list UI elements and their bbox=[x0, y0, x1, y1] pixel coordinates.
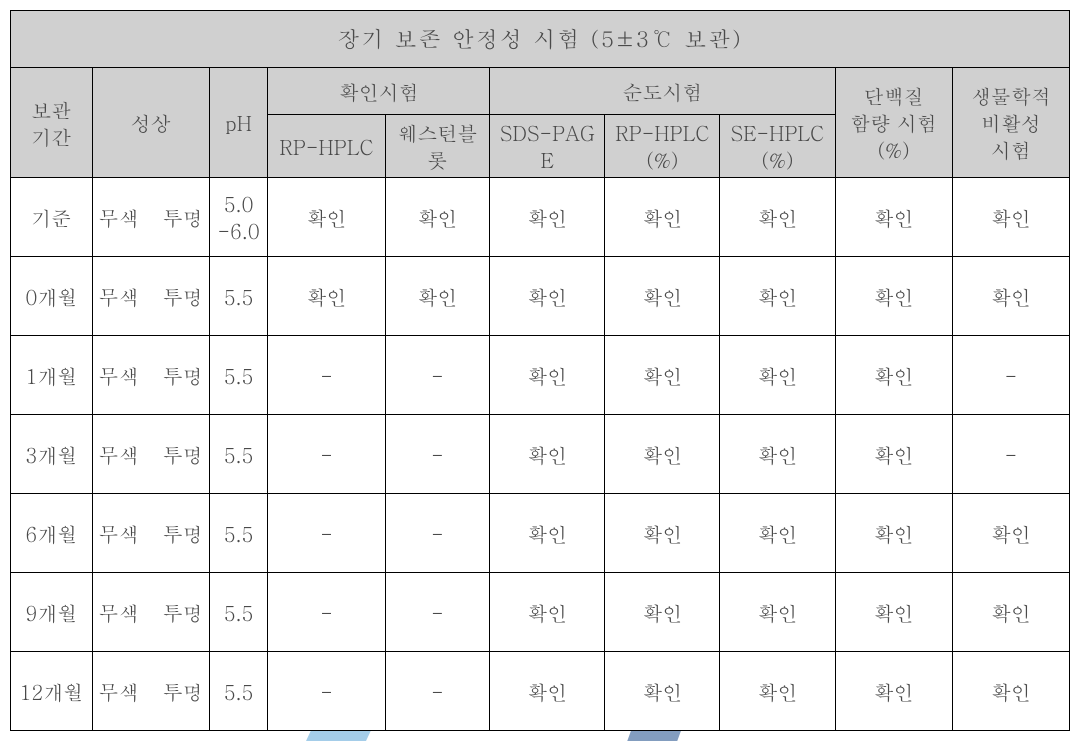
cell-appearance: 무색 투명 bbox=[92, 415, 209, 494]
cell-appearance: 무색 투명 bbox=[92, 178, 209, 257]
cell-value: 확인 bbox=[490, 415, 605, 494]
cell-value: 확인 bbox=[605, 652, 720, 731]
cell-period: 12개월 bbox=[11, 652, 93, 731]
cell-value: 확인 bbox=[605, 494, 720, 573]
cell-period: 0개월 bbox=[11, 257, 93, 336]
col-header-protein: 단백질함량 시험(%) bbox=[835, 68, 952, 178]
cell-period: 9개월 bbox=[11, 573, 93, 652]
cell-value: 확인 bbox=[490, 652, 605, 731]
cell-value: 확인 bbox=[952, 494, 1069, 573]
cell-appearance: 무색 투명 bbox=[92, 336, 209, 415]
cell-value: 확인 bbox=[490, 178, 605, 257]
col-header-period: 보관기간 bbox=[11, 68, 93, 178]
cell-value: 확인 bbox=[720, 415, 835, 494]
cell-value: 확인 bbox=[835, 178, 952, 257]
cell-value: - bbox=[385, 415, 490, 494]
cell-value: - bbox=[385, 336, 490, 415]
cell-value: 확인 bbox=[835, 415, 952, 494]
cell-value: - bbox=[268, 336, 385, 415]
cell-value: - bbox=[268, 494, 385, 573]
cell-ph: 5.5 bbox=[209, 415, 268, 494]
cell-value: 확인 bbox=[720, 257, 835, 336]
cell-appearance: 무색 투명 bbox=[92, 573, 209, 652]
cell-period: 6개월 bbox=[11, 494, 93, 573]
cell-value: 확인 bbox=[385, 178, 490, 257]
cell-value: 확인 bbox=[605, 573, 720, 652]
cell-ph: 5.0-6.0 bbox=[209, 178, 268, 257]
cell-appearance: 무색 투명 bbox=[92, 652, 209, 731]
table-title: 장기 보존 안정성 시험 (5±3℃ 보관) bbox=[11, 11, 1070, 68]
table-row: 3개월 무색 투명 5.5 - - 확인 확인 확인 확인 - bbox=[11, 415, 1070, 494]
cell-ph: 5.5 bbox=[209, 494, 268, 573]
cell-value: 확인 bbox=[490, 336, 605, 415]
col-header-confirm-sub: RP-HPLC bbox=[268, 115, 385, 178]
cell-value: 확인 bbox=[605, 336, 720, 415]
cell-value: 확인 bbox=[605, 178, 720, 257]
col-header-purity-group: 순도시험 bbox=[490, 68, 835, 115]
cell-appearance: 무색 투명 bbox=[92, 257, 209, 336]
col-header-confirm-group: 확인시험 bbox=[268, 68, 490, 115]
cell-ph: 5.5 bbox=[209, 257, 268, 336]
col-header-purity-sub: SE-HPLC(%) bbox=[720, 115, 835, 178]
cell-value: 확인 bbox=[835, 336, 952, 415]
cell-ph: 5.5 bbox=[209, 573, 268, 652]
col-header-bio: 생물학적비활성시험 bbox=[952, 68, 1069, 178]
cell-value: - bbox=[952, 336, 1069, 415]
table-row: 기준 무색 투명 5.0-6.0 확인 확인 확인 확인 확인 확인 확인 bbox=[11, 178, 1070, 257]
table-row: 1개월 무색 투명 5.5 - - 확인 확인 확인 확인 - bbox=[11, 336, 1070, 415]
col-header-ph: pH bbox=[209, 68, 268, 178]
cell-period: 1개월 bbox=[11, 336, 93, 415]
col-header-purity-sub: RP-HPLC(%) bbox=[605, 115, 720, 178]
cell-ph: 5.5 bbox=[209, 652, 268, 731]
cell-value: 확인 bbox=[490, 494, 605, 573]
cell-value: 확인 bbox=[268, 178, 385, 257]
cell-value: - bbox=[268, 415, 385, 494]
stability-table: 장기 보존 안정성 시험 (5±3℃ 보관) 보관기간 성상 pH 확인시험 순… bbox=[10, 10, 1070, 731]
cell-value: 확인 bbox=[605, 415, 720, 494]
cell-value: 확인 bbox=[720, 652, 835, 731]
cell-value: 확인 bbox=[490, 573, 605, 652]
cell-value: 확인 bbox=[835, 573, 952, 652]
cell-value: 확인 bbox=[952, 257, 1069, 336]
cell-value: 확인 bbox=[835, 494, 952, 573]
table-header: 장기 보존 안정성 시험 (5±3℃ 보관) 보관기간 성상 pH 확인시험 순… bbox=[11, 11, 1070, 178]
cell-value: - bbox=[385, 494, 490, 573]
cell-value: - bbox=[385, 652, 490, 731]
cell-period: 3개월 bbox=[11, 415, 93, 494]
cell-value: 확인 bbox=[952, 652, 1069, 731]
cell-value: 확인 bbox=[720, 178, 835, 257]
table-row: 9개월 무색 투명 5.5 - - 확인 확인 확인 확인 확인 bbox=[11, 573, 1070, 652]
col-header-confirm-sub: 웨스턴블롯 bbox=[385, 115, 490, 178]
cell-value: 확인 bbox=[835, 257, 952, 336]
cell-value: - bbox=[268, 652, 385, 731]
cell-value: - bbox=[268, 573, 385, 652]
cell-value: 확인 bbox=[720, 573, 835, 652]
table-row: 12개월 무색 투명 5.5 - - 확인 확인 확인 확인 확인 bbox=[11, 652, 1070, 731]
table-row: 6개월 무색 투명 5.5 - - 확인 확인 확인 확인 확인 bbox=[11, 494, 1070, 573]
table-row: 0개월 무색 투명 5.5 확인 확인 확인 확인 확인 확인 확인 bbox=[11, 257, 1070, 336]
cell-value: 확인 bbox=[720, 336, 835, 415]
col-header-purity-sub: SDS-PAGE bbox=[490, 115, 605, 178]
cell-value: 확인 bbox=[385, 257, 490, 336]
cell-ph: 5.5 bbox=[209, 336, 268, 415]
cell-appearance: 무색 투명 bbox=[92, 494, 209, 573]
cell-value: - bbox=[952, 415, 1069, 494]
table-body: 기준 무색 투명 5.0-6.0 확인 확인 확인 확인 확인 확인 확인 0개… bbox=[11, 178, 1070, 731]
cell-value: 확인 bbox=[490, 257, 605, 336]
cell-value: 확인 bbox=[268, 257, 385, 336]
cell-value: 확인 bbox=[720, 494, 835, 573]
cell-period: 기준 bbox=[11, 178, 93, 257]
table-container: KEIT KEIT KEIT KEIT KEIT 장기 보존 안정성 시험 (5… bbox=[10, 10, 1070, 731]
cell-value: 확인 bbox=[952, 178, 1069, 257]
cell-value: - bbox=[385, 573, 490, 652]
cell-value: 확인 bbox=[605, 257, 720, 336]
col-header-appearance: 성상 bbox=[92, 68, 209, 178]
cell-value: 확인 bbox=[835, 652, 952, 731]
cell-value: 확인 bbox=[952, 573, 1069, 652]
